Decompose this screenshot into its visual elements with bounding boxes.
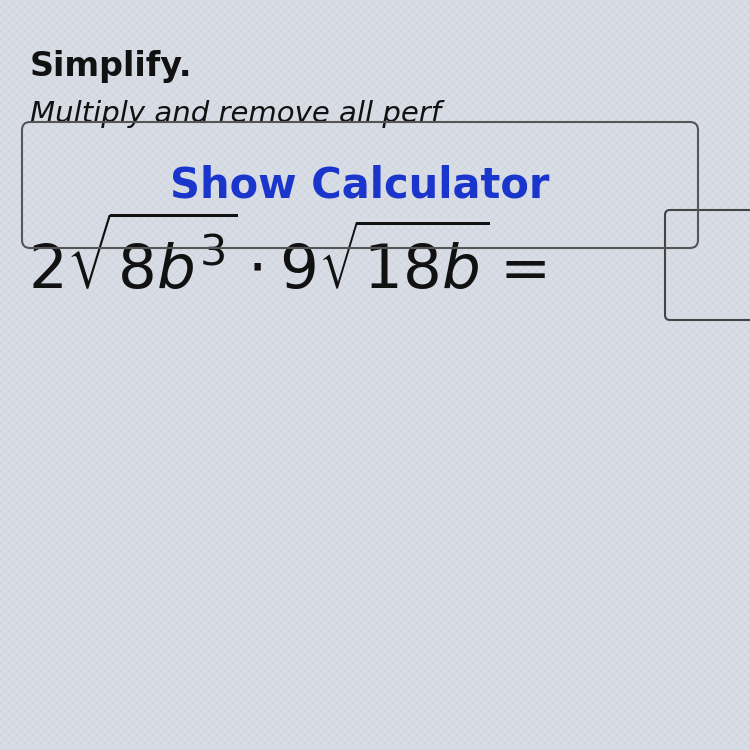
Text: $2\sqrt{8b^3} \cdot 9\sqrt{18b} =$: $2\sqrt{8b^3} \cdot 9\sqrt{18b} =$ <box>28 218 546 302</box>
Text: Simplify.: Simplify. <box>30 50 193 83</box>
Text: Show Calculator: Show Calculator <box>170 164 550 206</box>
Text: Multiply and remove all perf: Multiply and remove all perf <box>30 100 441 128</box>
